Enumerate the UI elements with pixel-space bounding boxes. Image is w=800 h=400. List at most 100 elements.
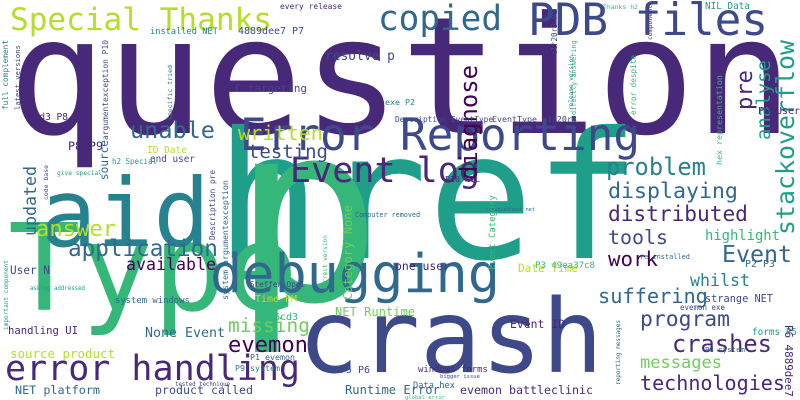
word: Steffen Opel <box>250 280 305 289</box>
word: source <box>98 140 111 180</box>
word: testing <box>248 141 328 163</box>
word: User N <box>10 264 50 277</box>
word: suffering <box>598 284 708 308</box>
word: 6cd3 P8 <box>28 112 68 123</box>
word: handling UI <box>8 325 78 337</box>
word: P8 P9 <box>68 139 103 153</box>
word: give special <box>57 170 102 177</box>
word: one user <box>395 259 450 273</box>
word: P5 P6 <box>340 365 370 376</box>
word: Special Thanks <box>10 2 272 38</box>
word: tools <box>608 226 668 249</box>
word: product called <box>155 383 253 397</box>
word: Event Category <box>488 195 498 270</box>
word: available <box>126 255 216 274</box>
word: P1 evemon <box>250 352 295 362</box>
word: debugging <box>210 242 500 305</box>
word: aid <box>40 160 210 269</box>
word: crash <box>298 278 603 396</box>
word: global error <box>405 395 446 400</box>
word: component <box>646 5 654 40</box>
word: missing <box>228 314 310 337</box>
word: P2 P3 <box>745 259 775 270</box>
word: NET platform <box>15 383 100 397</box>
word: system argumentexception <box>220 180 230 300</box>
word: re installed <box>640 253 690 261</box>
word: 4889dee7 P7 <box>238 26 304 37</box>
word: diagnose <box>455 65 483 180</box>
word: Event <box>722 241 792 268</box>
word: full complement <box>1 40 10 110</box>
word: important component <box>3 260 10 330</box>
word: bigger issue <box>440 374 480 380</box>
word: updated <box>21 166 40 236</box>
word: hex representation <box>714 75 724 165</box>
word: PDB files <box>528 0 768 46</box>
word: distributed <box>608 201 748 226</box>
word: application <box>68 236 218 262</box>
word: release version <box>568 55 575 110</box>
word: NIL Data <box>705 1 750 12</box>
word: P10 NIL <box>445 174 480 184</box>
word: system windows <box>115 296 190 306</box>
word: asking addressed <box>30 286 85 292</box>
word: Error Reporting <box>240 110 640 161</box>
word: highlight <box>705 228 780 244</box>
word: error handling <box>5 349 300 389</box>
word: tested technique <box>175 382 231 388</box>
word: error despite <box>629 55 638 115</box>
word: clr20r3 P1 <box>550 10 559 55</box>
word: resolve p <box>325 49 395 64</box>
word: problem <box>606 153 706 181</box>
word: P7 6cd3 <box>256 312 298 323</box>
word: strange NET <box>705 293 773 305</box>
word: NET Runtime <box>335 305 415 319</box>
word: end user <box>150 154 195 165</box>
word: specific tried <box>166 65 174 120</box>
word: program <box>640 307 730 332</box>
word: every release <box>280 2 342 11</box>
word: p <box>232 69 382 359</box>
word: whilst <box>690 271 750 290</box>
word: Description pre <box>208 170 217 240</box>
word: exe P2 <box>385 97 415 107</box>
word: directly answering <box>570 40 578 115</box>
word: C targeting <box>235 82 307 95</box>
word: Data hex <box>413 381 455 391</box>
word: work <box>608 247 658 271</box>
word: code base <box>42 165 50 200</box>
word: Type <box>8 199 298 339</box>
word: reporting messages <box>615 320 622 385</box>
word: evemon <box>228 332 308 358</box>
word: troubleshoot net <box>485 207 535 213</box>
word: displaying <box>608 179 738 204</box>
word: analyse <box>753 60 775 140</box>
word: P3 49ea37c8 <box>535 261 595 271</box>
word: P4 system <box>705 345 746 354</box>
word: Event ID <box>510 317 565 331</box>
word: h2 Special <box>112 157 157 166</box>
word: Date Time <box>518 262 578 275</box>
word: Runtime Error <box>345 383 440 397</box>
word: EventType clr20r3 <box>492 114 577 124</box>
word: pre <box>732 70 758 110</box>
word: Time PM <box>255 294 297 305</box>
word: installed NET <box>150 27 219 37</box>
word: argumentexception P10 <box>101 40 110 140</box>
word: latest versions <box>13 45 22 110</box>
word: source product <box>10 346 115 361</box>
word: Thanks h2 <box>603 3 638 11</box>
word: answer <box>36 216 116 242</box>
word: Event log <box>290 150 480 191</box>
word: PM User <box>758 106 800 117</box>
word: windows forms <box>418 365 488 375</box>
word: Category None <box>341 205 355 300</box>
word: technologies <box>640 371 785 395</box>
word: evemon battleclinic <box>460 383 593 397</box>
word: P9 system <box>235 363 280 373</box>
word: copied <box>378 0 502 39</box>
word: href <box>215 94 640 300</box>
